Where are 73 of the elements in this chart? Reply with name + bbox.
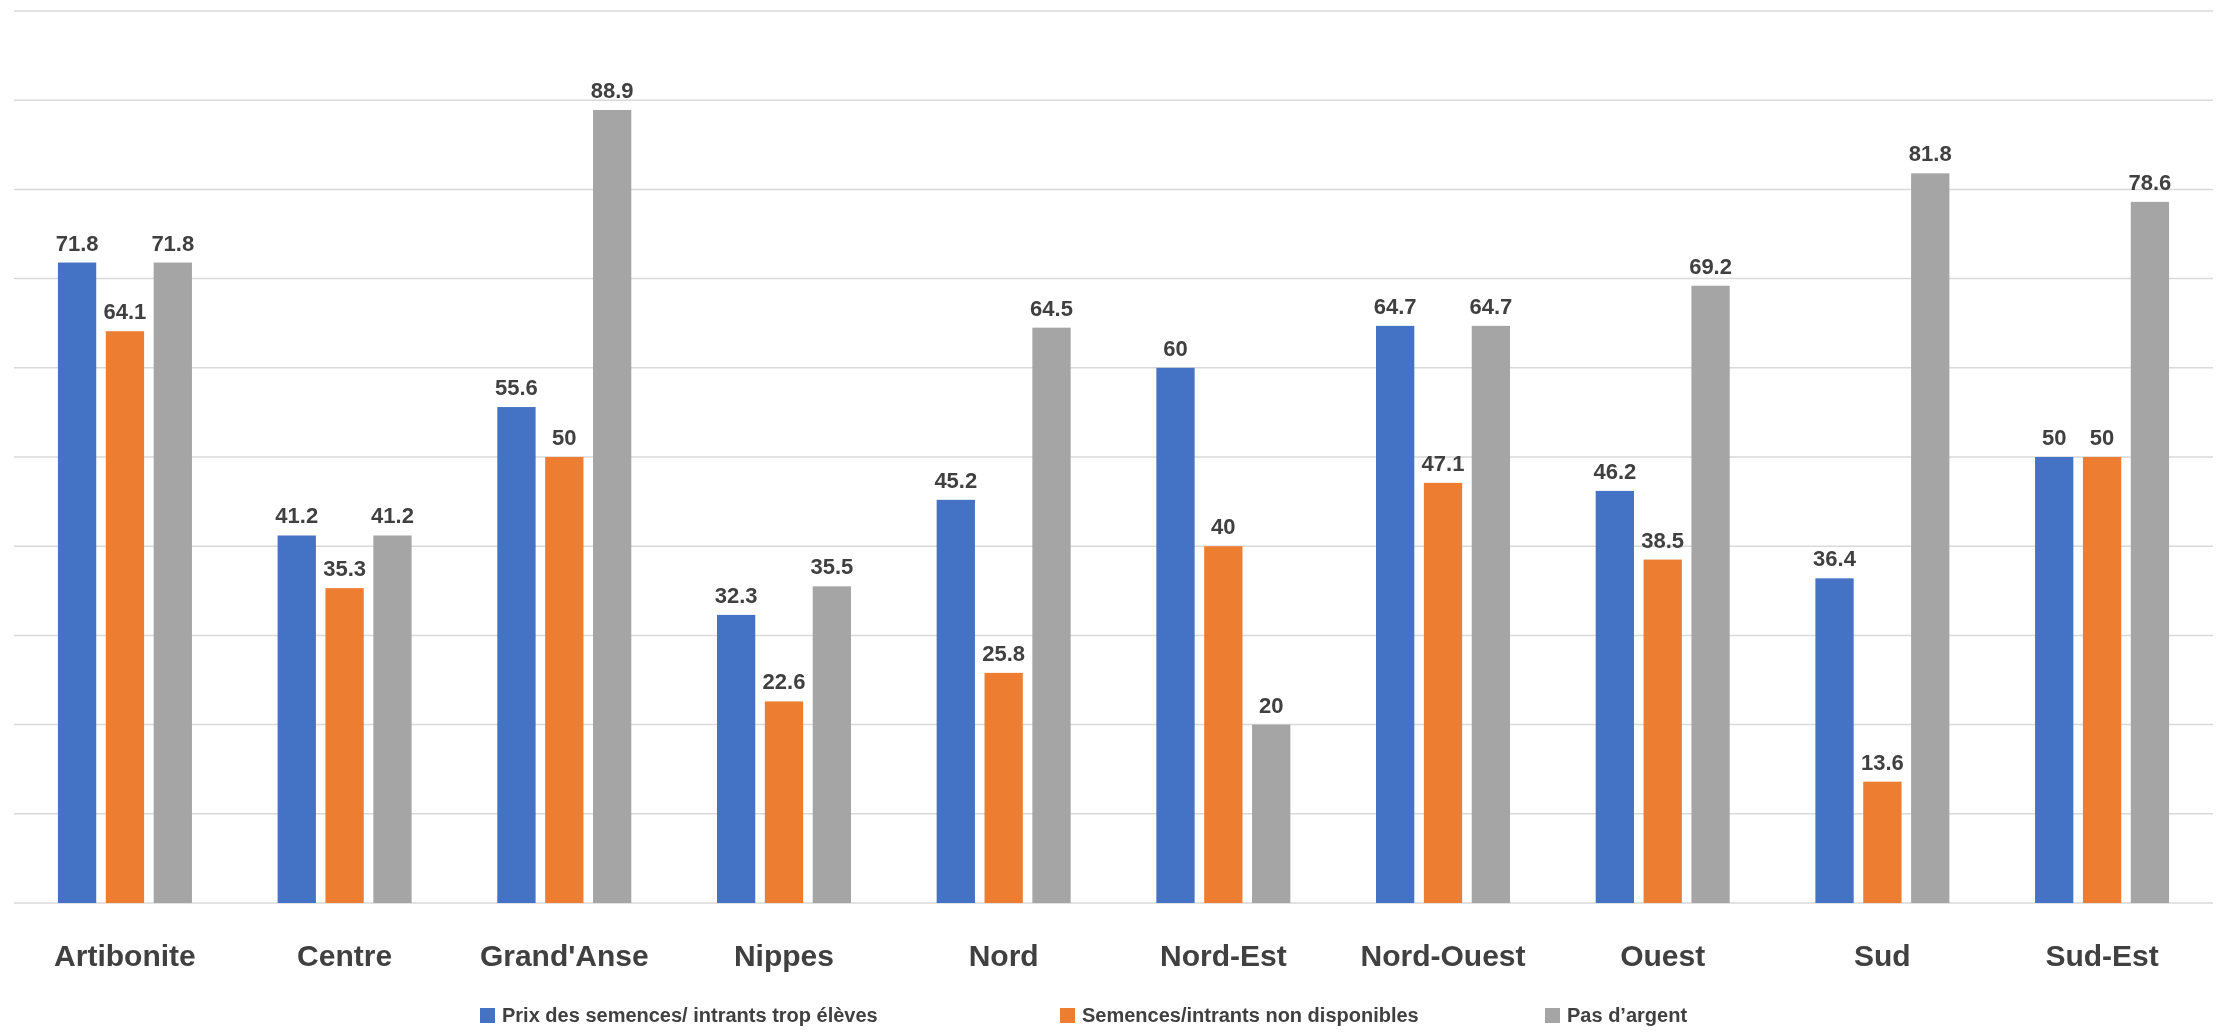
x-tick-label: Grand'Anse — [479, 939, 649, 972]
data-label: 45.2 — [934, 467, 978, 493]
data-label: 46.2 — [1593, 458, 1637, 484]
data-label: 41.2 — [275, 503, 319, 529]
bar — [1252, 724, 1291, 903]
x-tick-label: Centre — [297, 939, 393, 972]
x-tick-label: Artibonite — [54, 939, 196, 972]
bar — [1423, 482, 1463, 903]
data-label: 20 — [1258, 692, 1284, 718]
data-label: 50 — [2089, 425, 2115, 450]
bar — [497, 407, 536, 903]
data-label: 36.4 — [1813, 546, 1857, 572]
bar — [1471, 325, 1511, 903]
legend-label: Pas d’argent — [1567, 1004, 1688, 1026]
bar — [764, 701, 804, 903]
data-label: 22.6 — [762, 669, 806, 695]
x-tick-label: Nord-Ouest — [1360, 939, 1526, 972]
bar — [277, 535, 316, 903]
bar — [1863, 781, 1902, 903]
bar — [2035, 457, 2074, 903]
bar — [593, 110, 632, 903]
data-label: 69.2 — [1689, 253, 1732, 279]
x-tick-label: Nippes — [733, 939, 834, 972]
data-label: 47.1 — [1421, 450, 1465, 476]
data-label: 50 — [552, 425, 577, 450]
bar — [936, 499, 975, 903]
data-label: 35.3 — [323, 556, 367, 582]
bar — [105, 331, 145, 903]
bar — [1815, 578, 1854, 903]
data-label: 25.8 — [982, 640, 1026, 666]
x-tick-label: Nord — [968, 939, 1039, 972]
x-tick-label: Sud — [1854, 939, 1911, 972]
bar — [1643, 559, 1682, 903]
bar — [153, 262, 192, 903]
bar — [57, 262, 97, 903]
legend-label: Semences/intrants non disponibles — [1082, 1004, 1419, 1026]
bar — [325, 588, 364, 903]
x-tick-label: Ouest — [1620, 939, 1706, 972]
data-label: 88.9 — [590, 78, 634, 104]
data-label: 71.8 — [151, 230, 195, 256]
bar — [2130, 201, 2170, 903]
data-label: 64.1 — [103, 299, 147, 325]
data-label: 32.3 — [714, 582, 758, 608]
data-label: 13.6 — [1860, 749, 1904, 775]
bar — [1204, 546, 1243, 903]
x-tick-label: Nord-Est — [1160, 939, 1287, 972]
data-label: 64.7 — [1373, 293, 1417, 319]
x-tick-label: Sud-Est — [2045, 939, 2159, 972]
data-label: 50 — [2041, 425, 2067, 450]
bar — [545, 457, 584, 903]
bar — [984, 672, 1023, 903]
data-label: 81.8 — [1908, 141, 1952, 167]
legend-label: Prix des semences/ intrants trop élèves — [502, 1004, 878, 1026]
data-label: 38.5 — [1641, 527, 1685, 553]
data-label: 78.6 — [2128, 169, 2172, 195]
bar — [1691, 285, 1730, 903]
bar — [1156, 367, 1195, 903]
data-label: 35.5 — [810, 554, 854, 580]
bar — [1911, 173, 1950, 903]
data-label: 64.5 — [1030, 295, 1073, 321]
bar — [716, 614, 756, 903]
data-label: 55.6 — [495, 375, 538, 401]
bar — [2082, 457, 2122, 903]
data-label: 60 — [1163, 335, 1188, 361]
data-label: 41.2 — [371, 503, 414, 529]
data-label: 40 — [1211, 514, 1236, 540]
bar — [373, 535, 412, 903]
bar — [1595, 490, 1634, 903]
bar — [812, 586, 851, 903]
bar — [1376, 325, 1415, 903]
data-label: 64.7 — [1469, 293, 1513, 319]
data-label: 71.8 — [55, 230, 99, 256]
bar — [1032, 327, 1071, 903]
